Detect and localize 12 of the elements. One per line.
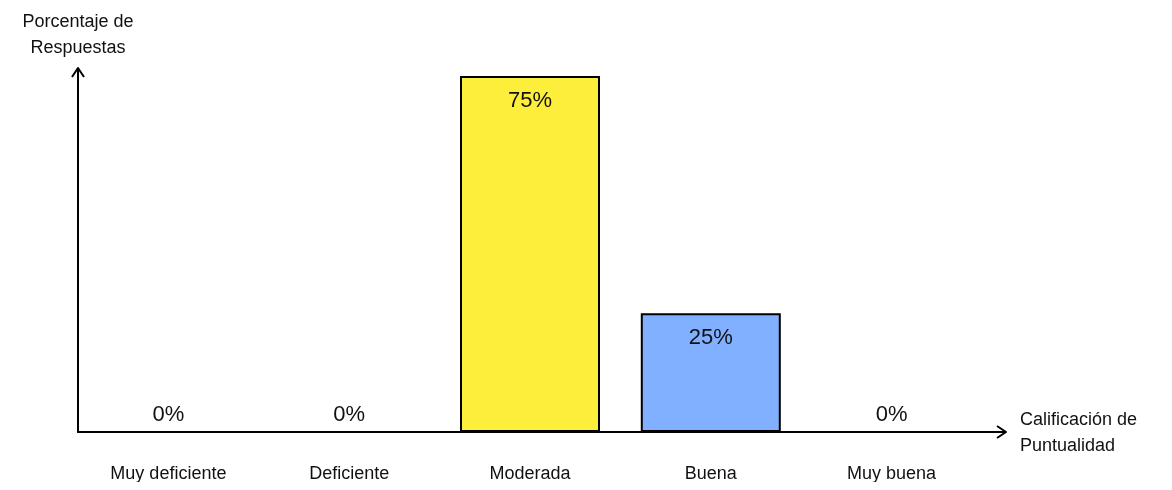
x-tick-label: Buena	[684, 463, 738, 483]
x-tick-label: Muy deficiente	[110, 463, 227, 483]
x-tick-label: Deficiente	[309, 463, 390, 483]
y-axis-title: Porcentaje de Respuestas	[22, 11, 134, 57]
data-label: 0%	[875, 400, 908, 426]
x-tick-label: Muy buena	[847, 463, 938, 483]
x-axis-title: Calificación de Puntualidad	[1020, 409, 1138, 455]
data-label: 25%	[688, 323, 733, 349]
data-label: 0%	[333, 400, 366, 426]
x-tick-label: Moderada	[489, 463, 572, 483]
data-label: 75%	[507, 86, 553, 112]
data-label: 0%	[152, 400, 185, 426]
